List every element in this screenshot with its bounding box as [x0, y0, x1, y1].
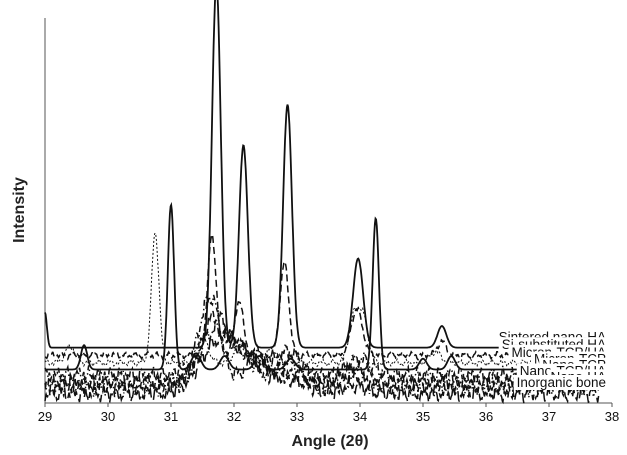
series-line-si-substituted-ha: [44, 233, 600, 361]
x-tick-layer: 29 30 31 32 33 34 35 36 37 38: [38, 403, 619, 424]
x-tick-label: 29: [38, 409, 52, 424]
series-line-nano-ha: [44, 318, 600, 400]
series-label-inorganic-bone: Inorganic bone: [517, 375, 606, 390]
x-axis-label: Angle (2θ): [291, 433, 368, 450]
x-tick-label: 32: [227, 409, 241, 424]
x-tick-label: 36: [479, 409, 493, 424]
y-axis-label: Intensity: [11, 177, 28, 243]
x-tick-label: 37: [542, 409, 556, 424]
series-label-bg-inorganic-bone: [513, 375, 609, 390]
x-tick-label: 31: [164, 409, 178, 424]
series-line-inorganic-bone: [44, 328, 600, 405]
x-tick-label: 33: [290, 409, 304, 424]
series-line-micron-tcp-ha: [44, 232, 599, 368]
x-tick-label: 38: [605, 409, 619, 424]
x-tick-label: 35: [416, 409, 430, 424]
series-line-sintered-nano-ha: [44, 0, 599, 349]
series-layer: [44, 0, 600, 405]
x-tick-label: 30: [101, 409, 115, 424]
x-tick-label: 34: [353, 409, 367, 424]
